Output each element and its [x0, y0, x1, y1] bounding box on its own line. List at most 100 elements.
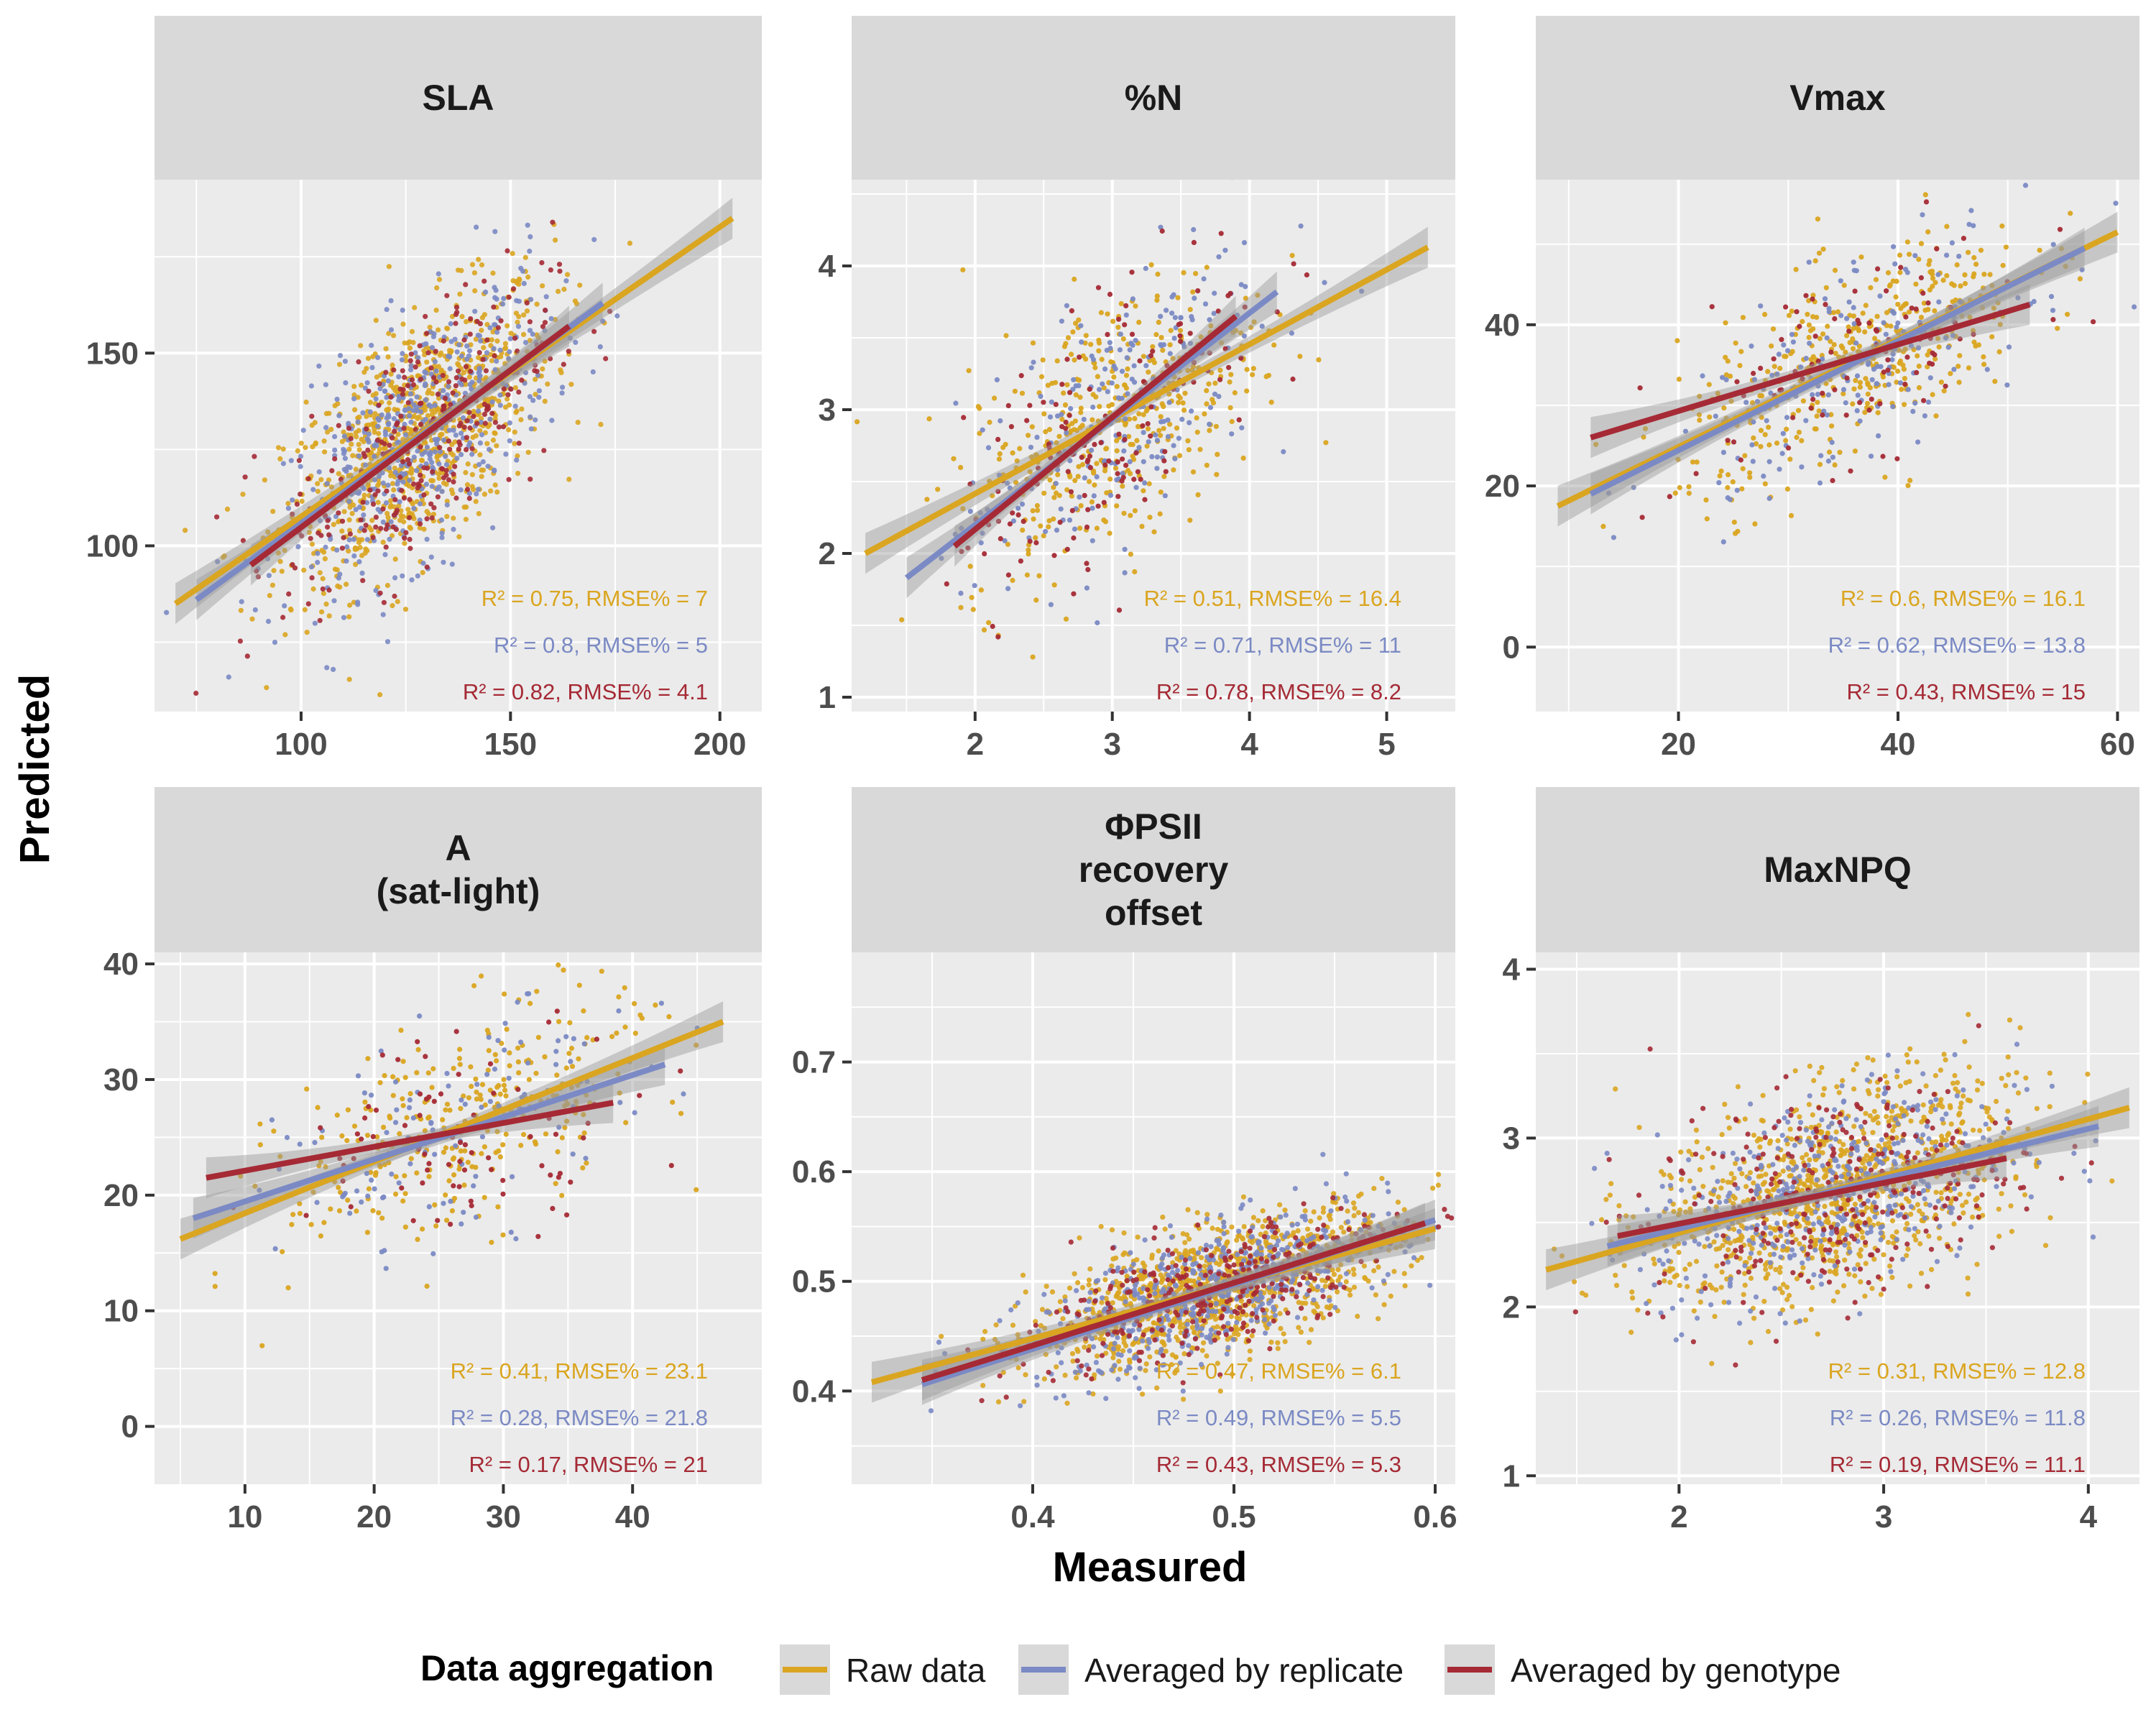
data-point — [421, 526, 427, 532]
data-point — [1027, 402, 1033, 408]
data-point — [436, 461, 442, 467]
data-point — [1747, 474, 1753, 480]
data-point — [1023, 1289, 1028, 1295]
data-point — [1118, 300, 1124, 307]
data-point — [346, 426, 352, 431]
data-point — [1067, 458, 1073, 464]
data-point — [972, 583, 977, 589]
data-point — [402, 374, 407, 380]
data-point — [1709, 304, 1715, 310]
data-point — [1046, 518, 1052, 524]
data-point — [967, 564, 973, 569]
y-tick-label: 20 — [1485, 469, 1520, 504]
data-point — [1858, 254, 1864, 260]
data-point — [1322, 280, 1327, 285]
data-point — [1180, 1230, 1186, 1237]
data-point — [458, 1105, 464, 1111]
data-point — [585, 1121, 591, 1126]
data-point — [1010, 450, 1015, 456]
data-point — [1742, 453, 1748, 459]
data-point — [407, 345, 413, 351]
data-point — [383, 526, 389, 532]
data-point — [328, 426, 334, 433]
data-point — [1105, 389, 1110, 395]
data-point — [391, 333, 397, 339]
data-point — [1194, 415, 1199, 421]
data-point — [1103, 1351, 1109, 1356]
data-point — [487, 1061, 494, 1067]
data-point — [396, 1180, 402, 1186]
data-point — [384, 582, 391, 589]
data-point — [1161, 1342, 1167, 1348]
data-point — [487, 325, 493, 331]
data-point — [1036, 465, 1041, 471]
data-point — [1110, 1300, 1115, 1306]
data-point — [1227, 290, 1233, 296]
data-point — [1296, 1325, 1302, 1330]
data-point — [1158, 335, 1164, 341]
data-point — [377, 691, 383, 698]
data-point — [312, 1140, 318, 1146]
data-point — [2132, 304, 2137, 310]
data-point — [1953, 297, 1958, 303]
data-point — [1161, 458, 1167, 464]
data-point — [437, 445, 443, 451]
data-point — [1863, 376, 1869, 382]
data-point — [1674, 338, 1680, 344]
data-point — [1010, 510, 1015, 516]
data-point — [1043, 528, 1049, 535]
data-point — [980, 1383, 986, 1389]
data-point — [584, 1160, 589, 1166]
data-point — [1017, 446, 1023, 451]
data-point — [429, 391, 436, 397]
data-point — [1055, 472, 1061, 478]
data-point — [1229, 1371, 1235, 1377]
data-point — [446, 379, 452, 385]
data-point — [469, 472, 476, 477]
data-point — [448, 1221, 453, 1227]
data-point — [1810, 296, 1815, 302]
data-point — [1134, 438, 1140, 443]
data-point — [401, 519, 407, 525]
data-point — [490, 437, 497, 443]
data-point — [1807, 328, 1813, 334]
data-point — [415, 1236, 420, 1242]
data-point — [328, 536, 333, 542]
data-point — [285, 505, 291, 511]
data-point — [1912, 253, 1918, 259]
data-point — [1398, 1243, 1404, 1249]
data-point — [1846, 299, 1852, 305]
data-point — [575, 420, 581, 426]
data-point — [1224, 1240, 1230, 1246]
data-point — [422, 1128, 428, 1133]
data-point — [447, 366, 453, 372]
data-point — [1874, 313, 1880, 319]
data-point — [355, 1073, 361, 1079]
data-point — [1737, 363, 1743, 369]
data-point — [995, 518, 1001, 524]
data-point — [275, 445, 282, 451]
data-point — [433, 1223, 439, 1229]
data-point — [428, 1121, 434, 1126]
data-point — [370, 535, 376, 540]
data-point — [336, 471, 341, 477]
data-point — [297, 1141, 303, 1147]
data-point — [1734, 487, 1740, 493]
data-point — [462, 390, 469, 396]
data-point — [507, 438, 512, 443]
data-point — [566, 477, 572, 482]
data-point — [325, 518, 331, 523]
data-point — [408, 363, 414, 369]
data-point — [1281, 1331, 1286, 1337]
data-point — [454, 309, 460, 316]
data-point — [1049, 1289, 1056, 1294]
data-point — [372, 443, 377, 448]
data-point — [1814, 413, 1820, 419]
data-point — [1800, 376, 1805, 382]
data-point — [365, 447, 371, 453]
data-point — [1751, 435, 1756, 441]
data-point — [513, 1236, 519, 1242]
data-point — [392, 497, 398, 502]
data-point — [344, 581, 349, 587]
data-point — [1239, 425, 1245, 431]
